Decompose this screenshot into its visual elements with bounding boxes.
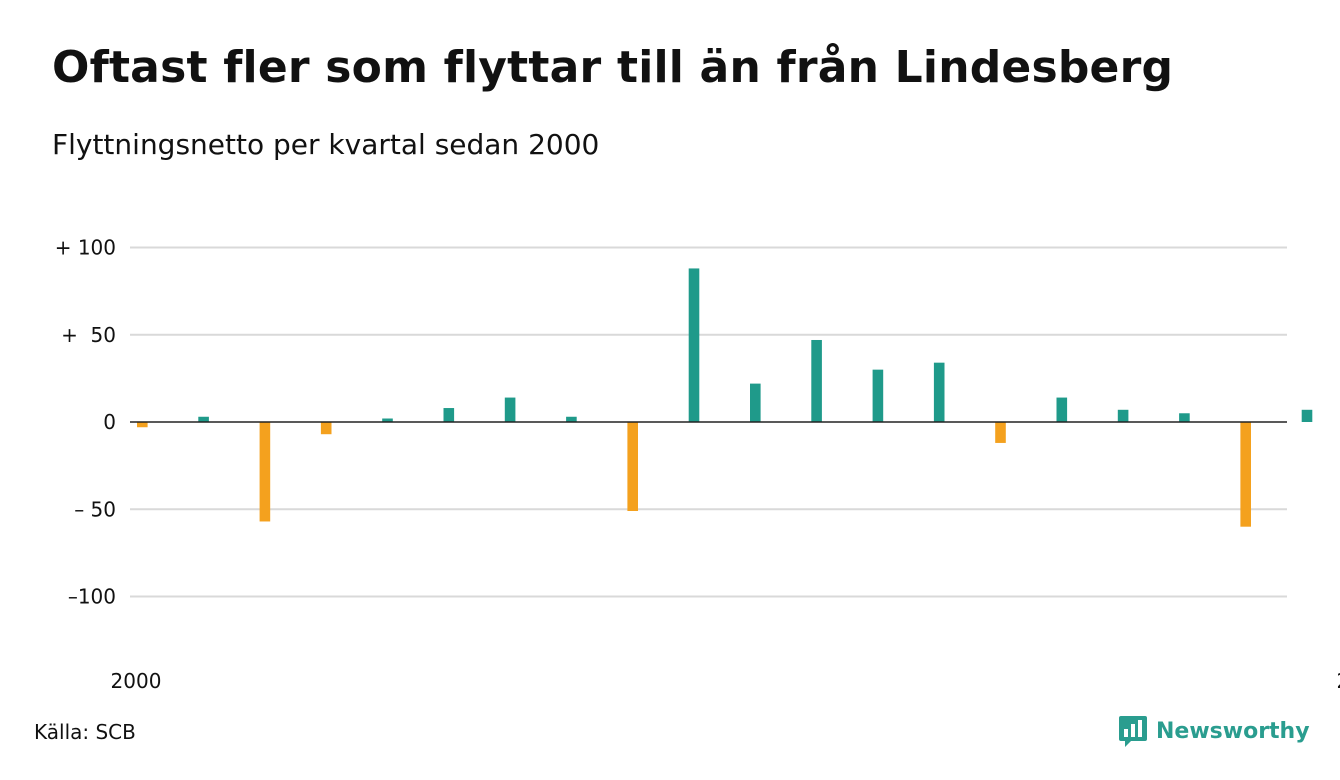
bar-negative — [1240, 422, 1251, 527]
bar-positive — [566, 416, 577, 422]
brand-logo: Newsworthy — [1118, 714, 1310, 748]
axes: + 100+ 500– 50–10020002005201020152020 — [55, 236, 1340, 694]
bar-positive — [382, 418, 393, 422]
y-tick-label: + 50 — [61, 323, 116, 347]
bar-positive — [1179, 413, 1190, 422]
bar-positive — [872, 369, 884, 422]
bar-negative — [137, 422, 148, 428]
source-note: Källa: SCB — [34, 720, 136, 744]
bar-negative — [627, 422, 638, 511]
bar-positive — [1117, 409, 1129, 422]
chart-subtitle: Flyttningsnetto per kvartal sedan 2000 — [52, 128, 600, 161]
bar-negative — [995, 422, 1006, 443]
y-tick-label: –100 — [68, 585, 116, 609]
x-tick-label: 2005 — [1337, 669, 1340, 693]
bar-positive — [933, 362, 945, 422]
newsworthy-icon — [1119, 716, 1147, 747]
brand-name: Newsworthy — [1156, 718, 1310, 744]
bar-negative — [320, 422, 332, 435]
y-tick-label: – 50 — [74, 497, 116, 521]
chart-title: Oftast fler som flyttar till än från Lin… — [52, 42, 1174, 93]
bar-positive — [1301, 409, 1313, 422]
y-tick-label: + 100 — [55, 236, 116, 260]
bar-negative — [259, 422, 271, 522]
bar-positive — [688, 268, 700, 422]
bar-positive — [443, 408, 455, 422]
x-tick-label: 2000 — [111, 669, 162, 693]
y-tick-label: 0 — [103, 410, 116, 434]
bar-positive — [504, 397, 516, 422]
bar-positive — [750, 383, 761, 422]
bar-positive — [811, 339, 822, 423]
bars — [137, 268, 1313, 527]
bar-positive — [1056, 397, 1068, 422]
bar-positive — [198, 416, 209, 422]
grid-lines — [130, 246, 1287, 598]
